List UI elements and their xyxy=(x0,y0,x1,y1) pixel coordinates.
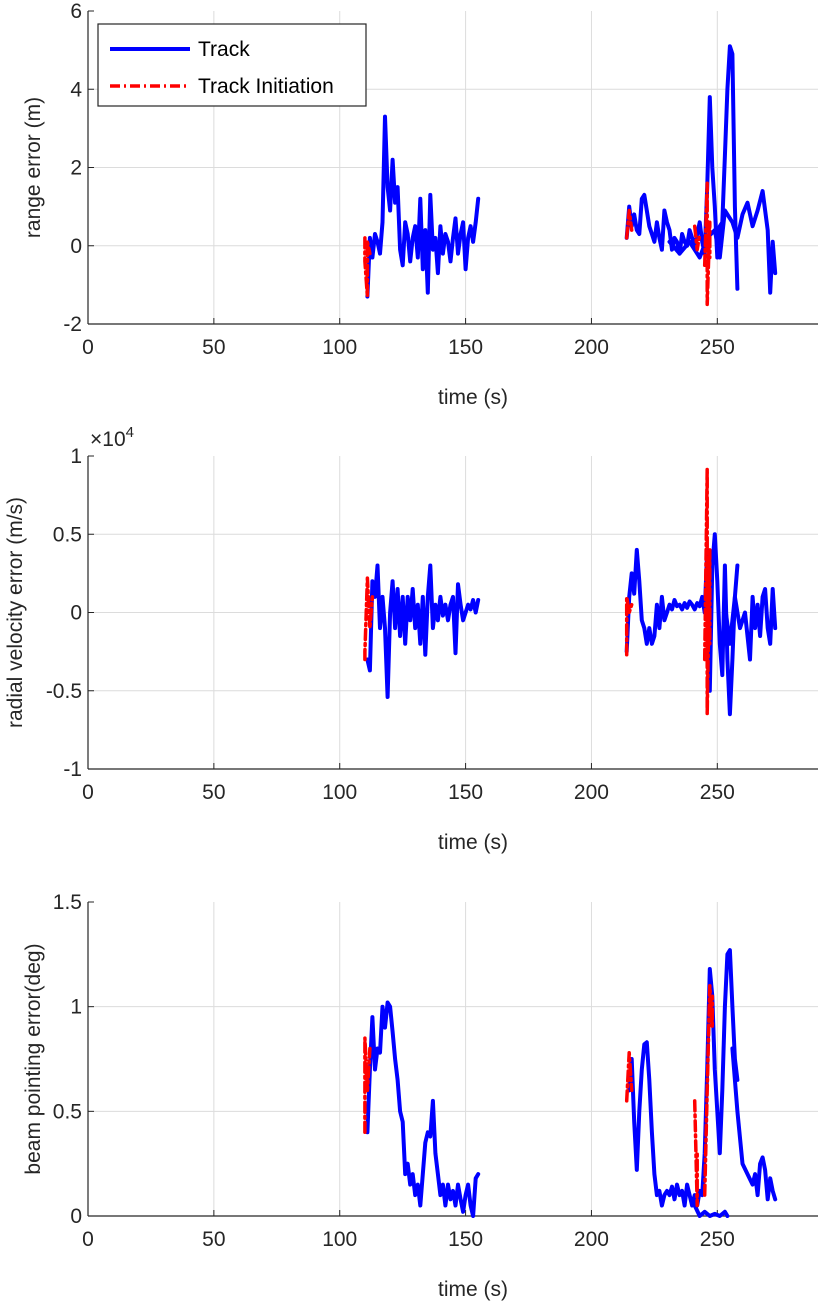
x-tick-label: 0 xyxy=(82,336,94,359)
x-axis-title: time (s) xyxy=(438,1278,508,1301)
x-tick-label: 200 xyxy=(574,336,609,359)
series-track-initiation-line xyxy=(363,236,372,299)
series-track-line xyxy=(365,1000,481,1218)
x-tick-label: 250 xyxy=(700,336,735,359)
series-track-initiation-line xyxy=(702,181,712,307)
series-track-initiation-line xyxy=(363,1036,372,1135)
legend-label-track: Track xyxy=(198,38,250,61)
series-track-line xyxy=(365,563,481,699)
y-exponent-label: ×104 xyxy=(90,424,134,451)
series-track-line xyxy=(722,587,778,662)
x-tick-label: 200 xyxy=(574,781,609,804)
x-tick-label: 50 xyxy=(202,336,225,359)
y-tick-label: 0.5 xyxy=(53,523,82,546)
y-tick-label: -0.5 xyxy=(46,680,82,703)
y-tick-label: 1.5 xyxy=(53,891,82,914)
series-track-initiation-line xyxy=(692,224,702,252)
x-tick-label: 50 xyxy=(202,1228,225,1251)
series-track-initiation-line xyxy=(624,595,634,657)
x-tick-label: 50 xyxy=(202,781,225,804)
y-tick-label: 4 xyxy=(70,78,82,101)
x-tick-label: 0 xyxy=(82,781,94,804)
series-track-initiation-line xyxy=(692,1099,699,1208)
subplot-3: 0 50 100 150 200 250 0 0.5 1 1.5 time (s) beam poin… xyxy=(22,891,818,1301)
x-tick-label: 150 xyxy=(448,1228,483,1251)
y-axis-title: range error (m) xyxy=(22,97,45,238)
x-tick-label: 150 xyxy=(448,336,483,359)
series-track-line xyxy=(624,44,740,291)
x-tick-label: 150 xyxy=(448,781,483,804)
series-track-initiation-line xyxy=(702,466,712,716)
series-track-line xyxy=(365,114,481,299)
series-track-line xyxy=(730,1046,778,1202)
x-axis-title: time (s) xyxy=(438,386,508,409)
subplot-2: 0 50 100 150 200 250 -1 -0.5 0 0.5 1 ×104 time (s) ra… xyxy=(4,424,818,854)
y-tick-label: 2 xyxy=(70,157,82,180)
series-track-initiation-line xyxy=(363,576,375,662)
y-tick-label: 6 xyxy=(70,0,82,23)
y-tick-label: 1 xyxy=(70,445,82,468)
x-tick-label: 100 xyxy=(322,781,357,804)
x-tick-label: 250 xyxy=(700,1228,735,1251)
series-track-initiation-line xyxy=(624,1050,634,1103)
series-track-initiation-line xyxy=(624,208,634,240)
y-tick-label: 0 xyxy=(70,235,82,258)
y-tick-label: 0 xyxy=(70,1205,82,1228)
x-tick-label: 200 xyxy=(574,1228,609,1251)
y-tick-label: 0 xyxy=(70,602,82,625)
y-tick-label: -2 xyxy=(63,313,82,336)
x-tick-label: 0 xyxy=(82,1228,94,1251)
series-track-line xyxy=(624,532,740,717)
y-tick-label: -1 xyxy=(63,758,82,781)
x-tick-label: 100 xyxy=(322,1228,357,1251)
x-tick-label: 100 xyxy=(322,336,357,359)
y-tick-label: 1 xyxy=(70,996,82,1019)
y-axis-title: beam pointing error(deg) xyxy=(22,943,45,1174)
series-track-line xyxy=(667,189,778,295)
legend-label-track-initiation: Track Initiation xyxy=(198,75,334,98)
legend: Track Track Initiation xyxy=(97,23,367,107)
y-axis-title: radial velocity error (m/s) xyxy=(4,497,27,728)
series-track-initiation-line xyxy=(702,983,715,1197)
series-track-line xyxy=(627,948,740,1208)
legend-box xyxy=(97,23,367,107)
series-track-line xyxy=(692,1203,730,1218)
x-axis-title: time (s) xyxy=(438,831,508,854)
x-tick-label: 250 xyxy=(700,781,735,804)
y-tick-label: 0.5 xyxy=(53,1100,82,1123)
